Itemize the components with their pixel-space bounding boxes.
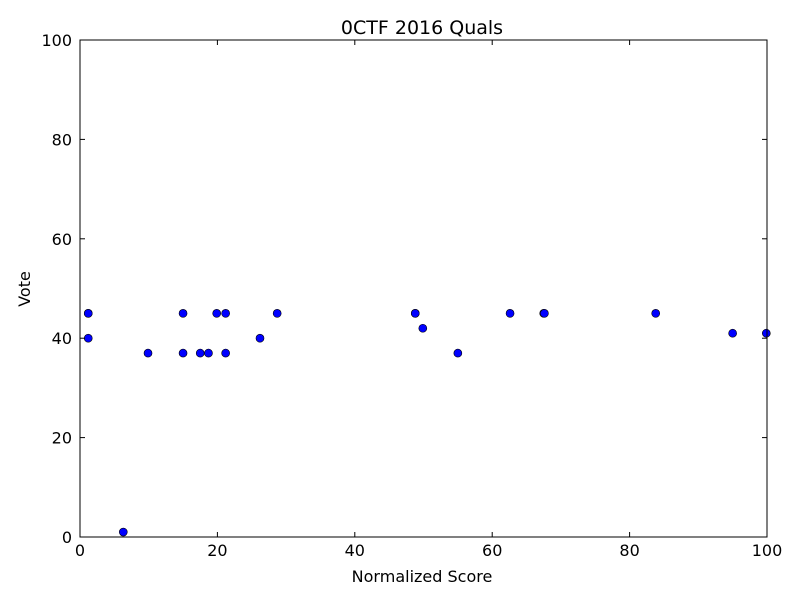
- x-axis-label: Normalized Score: [352, 567, 493, 586]
- scatter-point: [505, 309, 515, 318]
- scatter-point: [83, 333, 93, 343]
- ticks-layer: 0 20 40 60 80 100 0 20 40 60 80 100: [41, 31, 782, 560]
- scatter-point: [255, 333, 265, 343]
- y-tick-label: 40: [52, 329, 72, 348]
- scatter-point: [204, 348, 213, 358]
- scatter-point: [118, 527, 128, 537]
- scatter-point: [178, 348, 188, 358]
- scatter-point: [221, 348, 230, 358]
- y-axis-label: Vote: [15, 271, 34, 307]
- x-tick-label: 80: [619, 541, 639, 560]
- x-tick-label: 40: [345, 541, 365, 560]
- points-layer: [83, 309, 771, 537]
- scatter-point: [195, 348, 205, 358]
- plot-frame: [79, 39, 768, 538]
- scatter-point: [762, 328, 771, 338]
- scatter-point: [178, 309, 188, 318]
- scatter-point: [728, 328, 737, 338]
- scatter-point: [410, 309, 420, 318]
- x-tick-label: 0: [75, 541, 85, 560]
- scatter-point: [453, 348, 463, 358]
- x-tick-label: 60: [482, 541, 502, 560]
- y-tick-label: 60: [52, 230, 72, 249]
- y-tick-label: 100: [41, 31, 72, 50]
- scatter-point: [221, 309, 230, 318]
- y-tick-label: 0: [62, 528, 72, 547]
- x-tick-label: 20: [207, 541, 227, 560]
- scatter-point: [651, 309, 661, 318]
- scatter-point: [212, 309, 222, 318]
- y-tick-label: 80: [52, 130, 72, 149]
- x-tick-label: 100: [752, 541, 783, 560]
- scatter-point: [143, 348, 153, 358]
- scatter-point: [540, 309, 549, 318]
- chart-title: 0CTF 2016 Quals: [341, 17, 503, 39]
- scatter-point: [272, 309, 282, 318]
- scatter-point: [83, 309, 93, 318]
- y-tick-label: 20: [52, 429, 72, 448]
- scatter-point: [418, 323, 428, 333]
